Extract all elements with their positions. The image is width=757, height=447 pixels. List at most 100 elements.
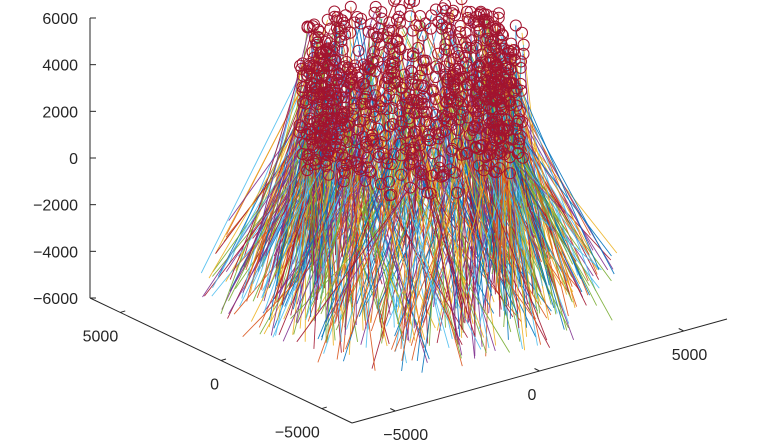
x-tick-mark bbox=[534, 368, 540, 372]
start-marker bbox=[351, 11, 364, 23]
trajectory-line bbox=[447, 121, 457, 340]
start-marker bbox=[493, 23, 506, 36]
start-marker bbox=[348, 97, 361, 110]
start-marker bbox=[438, 43, 451, 56]
start-marker bbox=[449, 67, 462, 80]
start-marker bbox=[489, 76, 502, 89]
start-marker bbox=[350, 156, 363, 169]
start-marker bbox=[435, 170, 448, 183]
start-marker bbox=[393, 41, 406, 54]
start-marker bbox=[429, 108, 442, 121]
start-marker bbox=[437, 170, 449, 182]
start-marker bbox=[445, 106, 458, 119]
z-tick-label: 4000 bbox=[42, 58, 78, 75]
start-marker bbox=[382, 89, 395, 101]
start-marker bbox=[495, 145, 508, 158]
start-marker bbox=[427, 147, 440, 160]
start-marker bbox=[360, 106, 373, 119]
start-marker bbox=[314, 136, 326, 148]
start-marker bbox=[481, 26, 494, 39]
start-marker bbox=[504, 167, 516, 180]
start-marker bbox=[455, 0, 468, 6]
trajectory-line bbox=[520, 135, 612, 257]
trajectory-line bbox=[380, 103, 425, 320]
start-marker bbox=[418, 98, 431, 110]
trajectory-line bbox=[394, 148, 480, 352]
start-marker bbox=[482, 75, 495, 88]
start-marker bbox=[329, 94, 342, 107]
start-marker bbox=[439, 124, 452, 137]
start-marker bbox=[481, 149, 494, 162]
start-marker bbox=[517, 47, 530, 60]
start-marker bbox=[424, 187, 437, 200]
start-marker bbox=[366, 56, 379, 69]
trajectory-line bbox=[334, 158, 345, 314]
start-marker bbox=[376, 12, 388, 25]
start-marker bbox=[299, 137, 311, 150]
start-marker bbox=[516, 151, 529, 164]
start-marker bbox=[496, 141, 509, 154]
start-marker bbox=[374, 177, 387, 190]
start-marker bbox=[398, 68, 411, 81]
start-marker bbox=[349, 133, 362, 146]
start-marker bbox=[366, 74, 379, 87]
trajectory-line bbox=[397, 193, 431, 325]
start-marker bbox=[364, 166, 377, 179]
start-marker bbox=[484, 93, 497, 106]
start-marker bbox=[406, 66, 419, 79]
trajectory-line bbox=[413, 147, 537, 322]
start-marker bbox=[313, 131, 326, 144]
start-marker bbox=[390, 33, 403, 46]
start-markers bbox=[293, 0, 530, 202]
y-tick-label: −5000 bbox=[275, 425, 320, 442]
start-marker bbox=[436, 2, 449, 15]
start-marker bbox=[311, 38, 323, 51]
trajectory-line bbox=[399, 22, 486, 205]
trajectory-line bbox=[421, 187, 470, 328]
z-tick-label: −2000 bbox=[33, 198, 78, 215]
trajectory-line bbox=[208, 85, 322, 279]
trajectory-line bbox=[378, 156, 410, 342]
start-marker bbox=[339, 9, 352, 22]
start-marker bbox=[344, 26, 357, 39]
start-marker bbox=[412, 166, 425, 178]
start-marker bbox=[367, 27, 380, 40]
start-marker bbox=[406, 24, 419, 37]
start-marker bbox=[403, 88, 416, 101]
trajectory-line bbox=[220, 73, 310, 315]
trajectory-line bbox=[523, 53, 542, 248]
start-marker bbox=[517, 38, 530, 51]
start-marker bbox=[488, 75, 501, 88]
trajectory-line bbox=[296, 187, 411, 343]
start-marker bbox=[294, 59, 306, 72]
trajectory-line bbox=[333, 11, 392, 233]
trajectory-line bbox=[307, 155, 324, 285]
start-marker bbox=[336, 43, 349, 56]
start-marker bbox=[508, 48, 521, 61]
start-marker bbox=[345, 66, 358, 79]
start-marker bbox=[441, 115, 454, 128]
trajectory-line bbox=[444, 4, 503, 216]
start-marker bbox=[309, 153, 322, 166]
trajectory-line bbox=[331, 104, 363, 255]
trajectory-line bbox=[423, 62, 477, 231]
start-marker bbox=[429, 71, 442, 84]
start-marker bbox=[497, 103, 509, 116]
trajectory-line bbox=[504, 57, 598, 275]
start-marker bbox=[404, 181, 417, 194]
start-marker bbox=[352, 44, 365, 57]
start-marker bbox=[356, 98, 368, 111]
start-marker bbox=[303, 21, 316, 34]
start-marker bbox=[406, 72, 419, 85]
start-marker bbox=[357, 147, 370, 160]
start-marker bbox=[507, 86, 520, 99]
trajectory-line bbox=[516, 88, 566, 285]
trajectory-line bbox=[410, 81, 489, 346]
start-marker bbox=[484, 116, 497, 129]
start-marker bbox=[463, 129, 476, 142]
start-marker bbox=[490, 59, 503, 72]
start-marker bbox=[495, 110, 508, 123]
ticks: −6000 −4000 −2000 0 2000 4000 6000 −5000 0 5000 −5… bbox=[33, 11, 707, 444]
start-marker bbox=[389, 0, 402, 5]
start-marker bbox=[510, 99, 523, 112]
